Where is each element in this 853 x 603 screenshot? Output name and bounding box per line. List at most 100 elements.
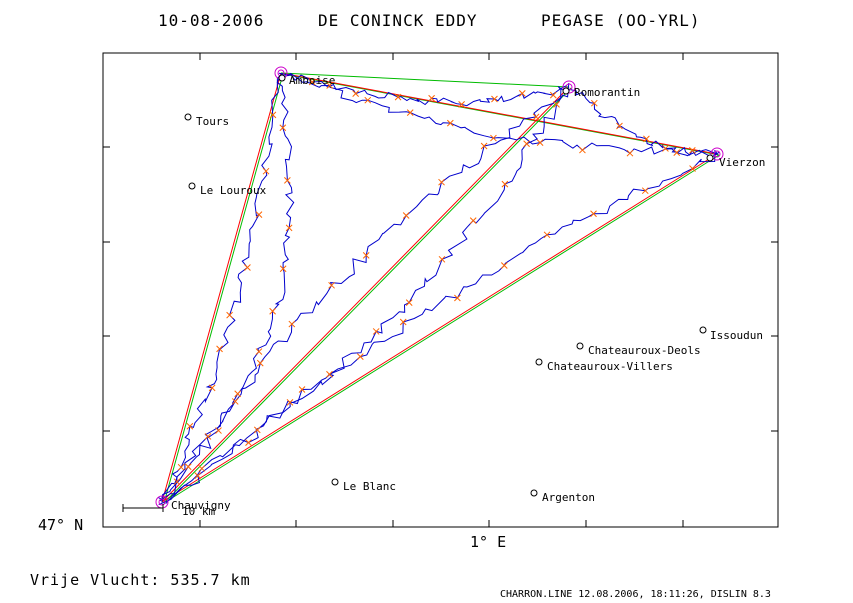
course-line-alt (163, 73, 284, 504)
fix-marker (553, 100, 560, 108)
course-line (161, 72, 282, 503)
course-line (161, 86, 570, 503)
track-segment (568, 88, 719, 157)
fix-marker (256, 359, 264, 367)
fix-marker (590, 99, 598, 107)
fix-marker (579, 146, 586, 154)
track-segment (161, 74, 295, 503)
track-segment (158, 82, 570, 506)
fix-marker (446, 119, 454, 127)
fix-marker (244, 264, 251, 271)
city-label-issoudun: Issoudun (710, 329, 763, 342)
fix-marker (198, 465, 206, 472)
city-dot (576, 342, 584, 350)
fix-marker (428, 94, 435, 102)
fix-marker (177, 463, 185, 471)
fix-marker (279, 124, 287, 132)
fix-marker (523, 140, 530, 148)
fix-marker (673, 149, 681, 157)
city-dot (699, 326, 707, 334)
fix-marker (204, 433, 212, 440)
turnpoint-circle (158, 498, 166, 506)
fix-marker (532, 113, 540, 121)
course-line-alt (163, 87, 572, 504)
city-label-chauvigny: Chauvigny (171, 499, 231, 512)
fix-marker (394, 93, 402, 101)
fix-marker (641, 187, 649, 195)
fix-marker (262, 167, 270, 175)
city-dot (706, 154, 714, 162)
city-label-romorantin: Romorantin (574, 86, 640, 99)
fix-marker (399, 318, 407, 326)
scale-bar (122, 504, 164, 512)
longitude-label: 1° E (470, 533, 506, 551)
fix-marker (226, 311, 233, 319)
track-segment (158, 73, 283, 501)
city-label-vierzon: Vierzon (719, 156, 765, 169)
city-label-argenton: Argenton (542, 491, 595, 504)
scale-label: 10 km (182, 505, 215, 518)
course-line-alt (163, 154, 720, 504)
fix-marker (543, 231, 551, 239)
track-segment (159, 85, 568, 502)
glider-name: PEGASE (OO-YRL) (541, 11, 701, 30)
fix-marker (352, 90, 360, 97)
fix-marker (518, 90, 526, 97)
city-dot (530, 489, 538, 497)
fix-marker (298, 386, 306, 393)
fix-marker (438, 178, 445, 186)
axis-ticks (102, 52, 779, 528)
fix-marker (234, 390, 242, 398)
fix-marker (326, 82, 334, 89)
city-dot (278, 74, 286, 82)
fix-marker (662, 145, 669, 152)
turnpoint-circle (713, 150, 721, 158)
fix-marker (216, 345, 223, 353)
fix-marker (184, 463, 192, 471)
fix-marker (490, 134, 497, 142)
fix-marker (536, 139, 544, 146)
fix-marker (438, 255, 446, 263)
fix-marker (362, 252, 370, 259)
fix-marker (458, 101, 465, 108)
city-label-chateauroux-villers: Chateauroux-Villers (547, 360, 673, 373)
fix-marker (372, 328, 380, 335)
fix-marker (616, 122, 623, 130)
city-label-le-louroux: Le Louroux (200, 184, 267, 197)
turnpoint-circle (562, 80, 576, 94)
track-segment (278, 72, 720, 158)
fix-marker (480, 142, 488, 150)
fix-marker (689, 165, 696, 172)
fix-marker (326, 370, 333, 378)
fix-marker (279, 265, 287, 273)
footer-info: CHARRON.LINE 12.08.2006, 18:11:26, DISLI… (500, 589, 771, 600)
fix-marker (356, 353, 364, 360)
fix-marker (245, 439, 252, 446)
city-label-le-blanc: Le Blanc (343, 480, 396, 493)
course-line-alt (280, 72, 570, 88)
pilot-name: DE CONINCK EDDY (318, 11, 478, 30)
track-segment (279, 73, 570, 107)
course-lines (161, 72, 720, 504)
distance-label: Vrije Vlucht: 535.7 km (30, 571, 251, 589)
fix-marker (454, 294, 461, 302)
fix-marker (469, 217, 477, 224)
fix-marker (194, 472, 202, 479)
fix-marker (253, 426, 261, 434)
fix-marker (405, 299, 413, 306)
flight-date: 10-08-2006 (158, 11, 264, 30)
fix-markers (173, 78, 696, 486)
city-dot (535, 358, 543, 366)
fix-marker (173, 478, 181, 486)
fix-marker (308, 78, 316, 86)
fix-marker (328, 281, 335, 289)
turnpoint-circle (710, 147, 724, 161)
fix-marker (501, 180, 509, 188)
fix-marker (549, 91, 557, 99)
city-markers (184, 74, 714, 497)
map-frame (102, 52, 779, 528)
fix-marker (500, 262, 508, 269)
city-dot (331, 478, 339, 486)
fix-marker (406, 109, 414, 116)
fix-marker (255, 211, 263, 218)
